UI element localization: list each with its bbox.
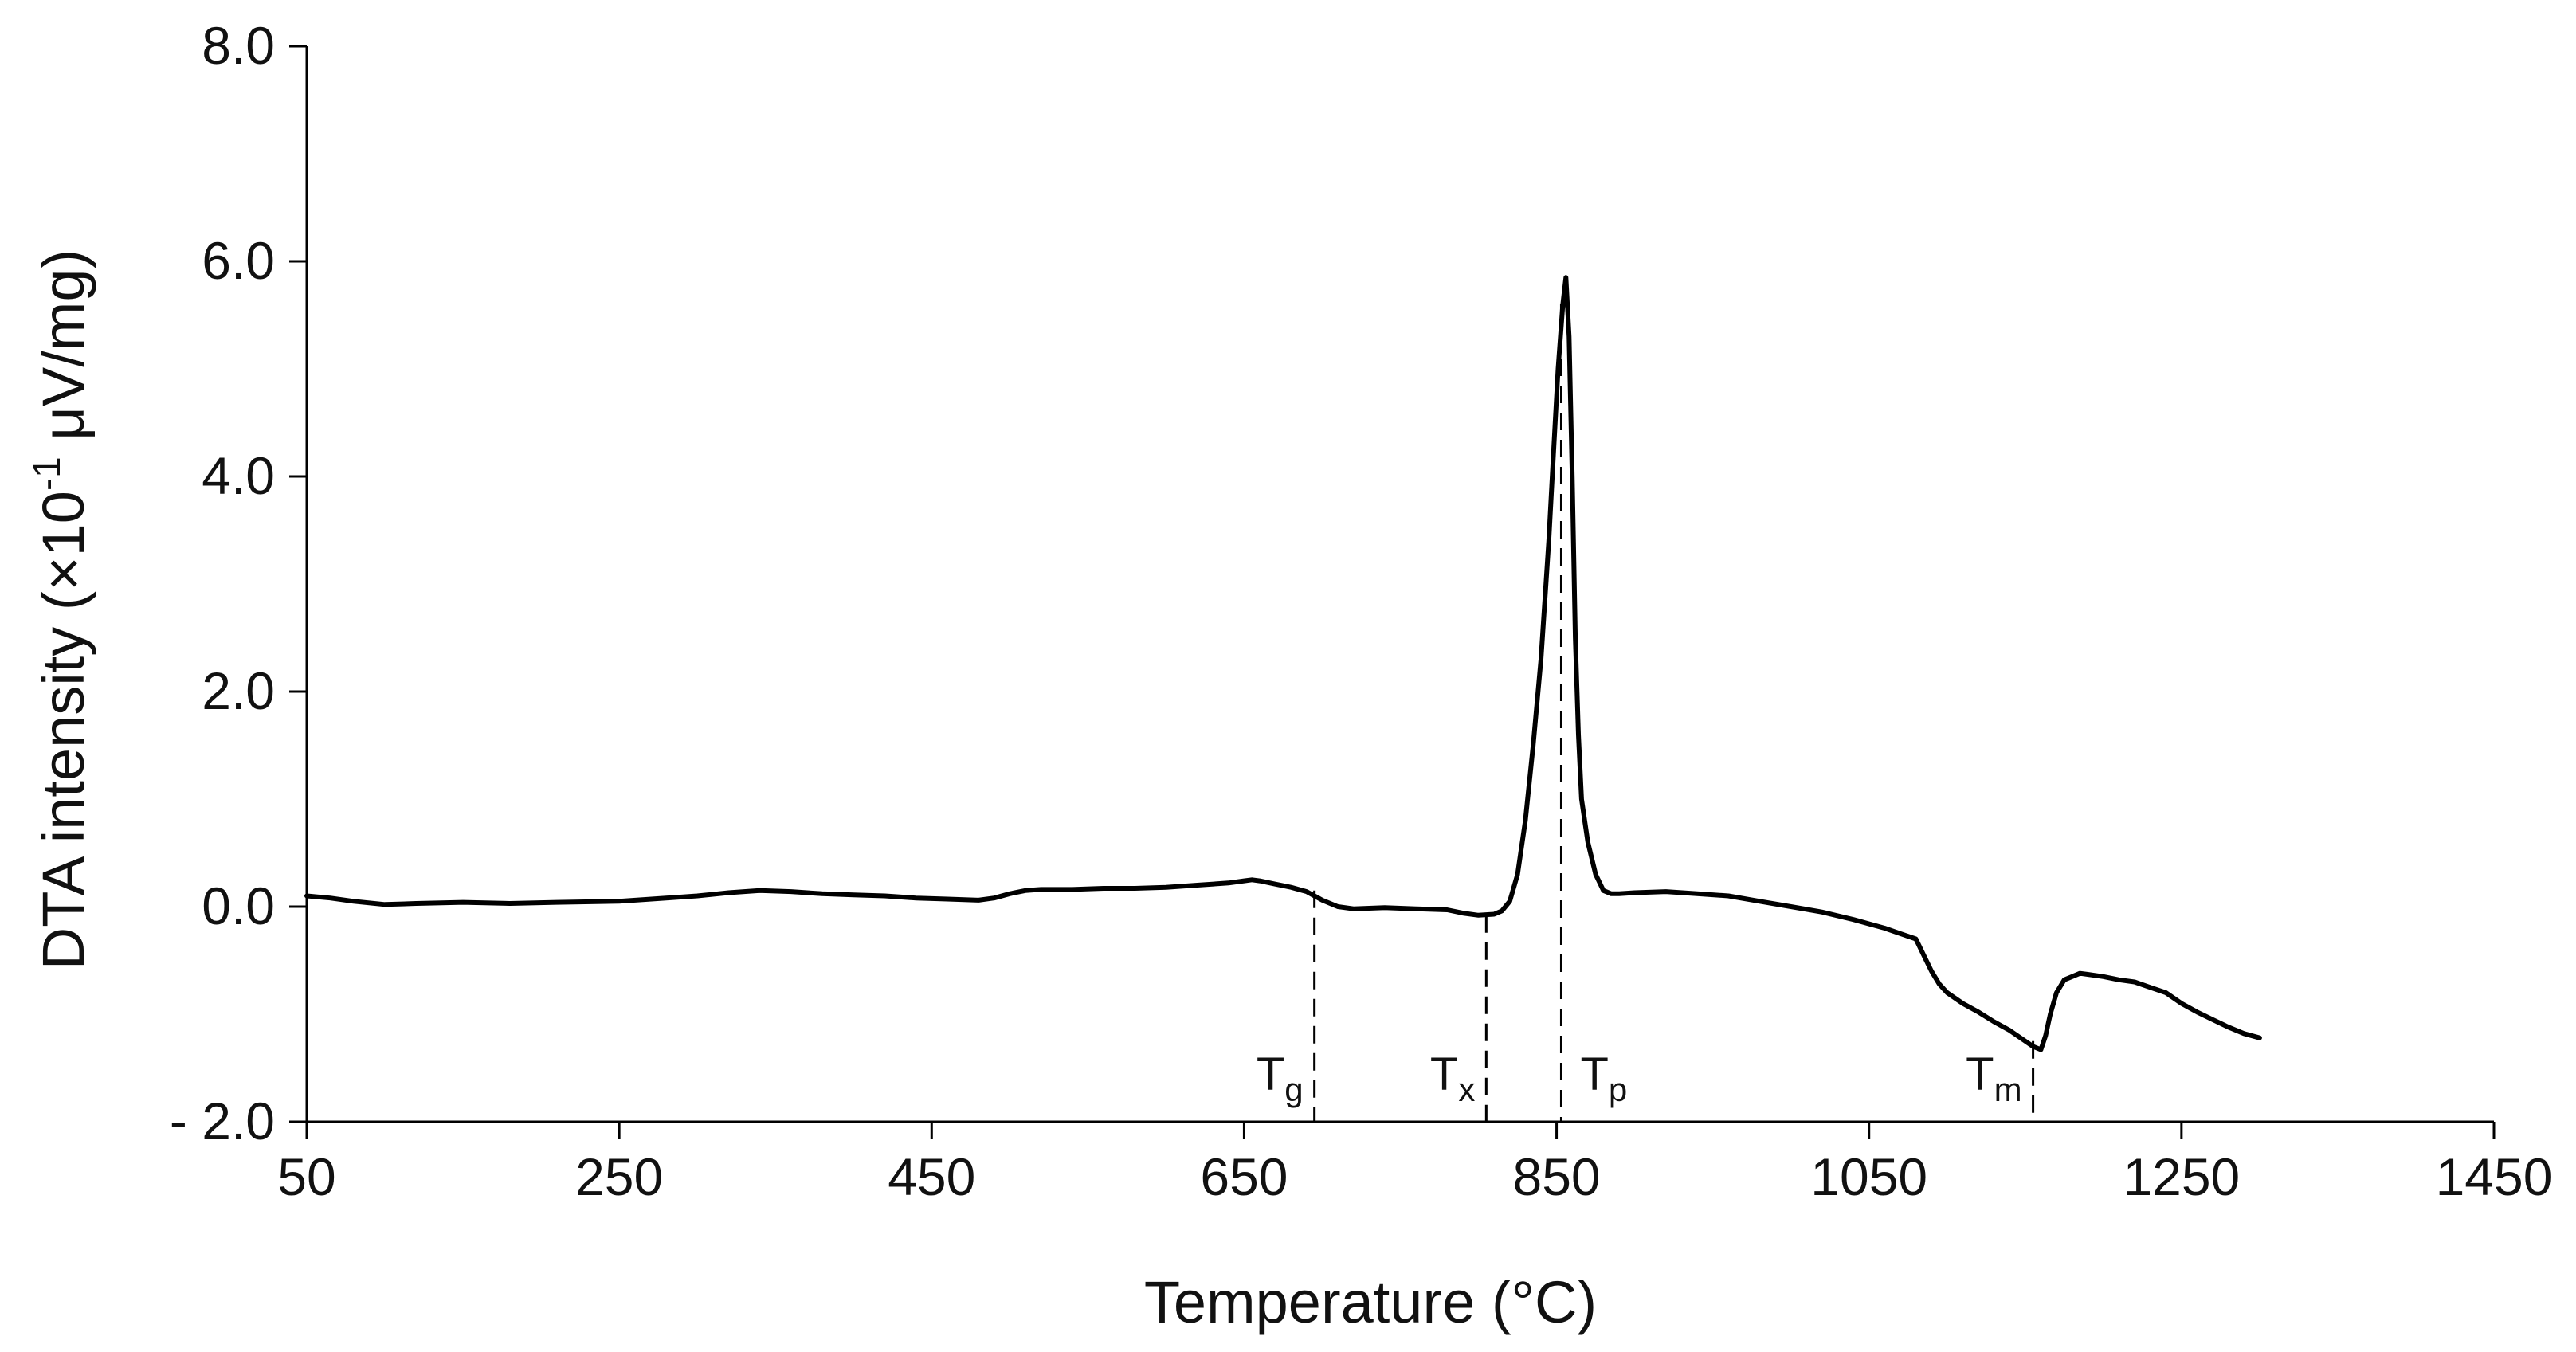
x-tick-label: 850 [1513,1147,1601,1206]
marker-label-tm: Tm [1966,1048,2021,1108]
y-tick-label: 6.0 [202,231,275,290]
x-tick-label: 250 [575,1147,663,1206]
series-layer [304,275,2262,1052]
y-tick-label: 0.0 [202,876,275,935]
y-tick-label: 8.0 [202,16,275,75]
y-axis-title-unit: μV/mg) [30,249,96,457]
y-axis-title-exponent: -1 [26,457,69,491]
x-tick-label: 50 [277,1147,335,1206]
marker-label-tx: Tx [1430,1048,1475,1108]
x-tick-label: 1450 [2436,1147,2553,1206]
y-tick-label: - 2.0 [170,1091,275,1150]
y-tick-label: 4.0 [202,446,275,505]
axes-layer: - 2.0 0.0 2.0 4.0 6.0 8.0 50 250 450 650 850 1050 12… [170,16,2552,1206]
x-tick-label: 650 [1200,1147,1288,1206]
dta-curve [304,275,2262,1052]
x-axis-title: Temperature (°C) [1144,1269,1597,1335]
x-tick-label: 450 [888,1147,975,1206]
y-axis-title: DTA intensity (×10-1 μV/mg) [26,249,96,970]
y-axis-title-main: DTA intensity (×10 [30,491,96,970]
marker-label-tg: Tg [1257,1048,1304,1108]
label-layer: Temperature (°C) DTA intensity (×10-1 μV… [26,249,1597,1335]
x-tick-label: 1050 [1810,1147,1927,1206]
marker-label-tp: Tp [1580,1048,1627,1108]
y-tick-label: 2.0 [202,661,275,720]
marker-layer: Tg Tx Tp Tm [1257,304,2035,1122]
x-tick-label: 1250 [2123,1147,2240,1206]
